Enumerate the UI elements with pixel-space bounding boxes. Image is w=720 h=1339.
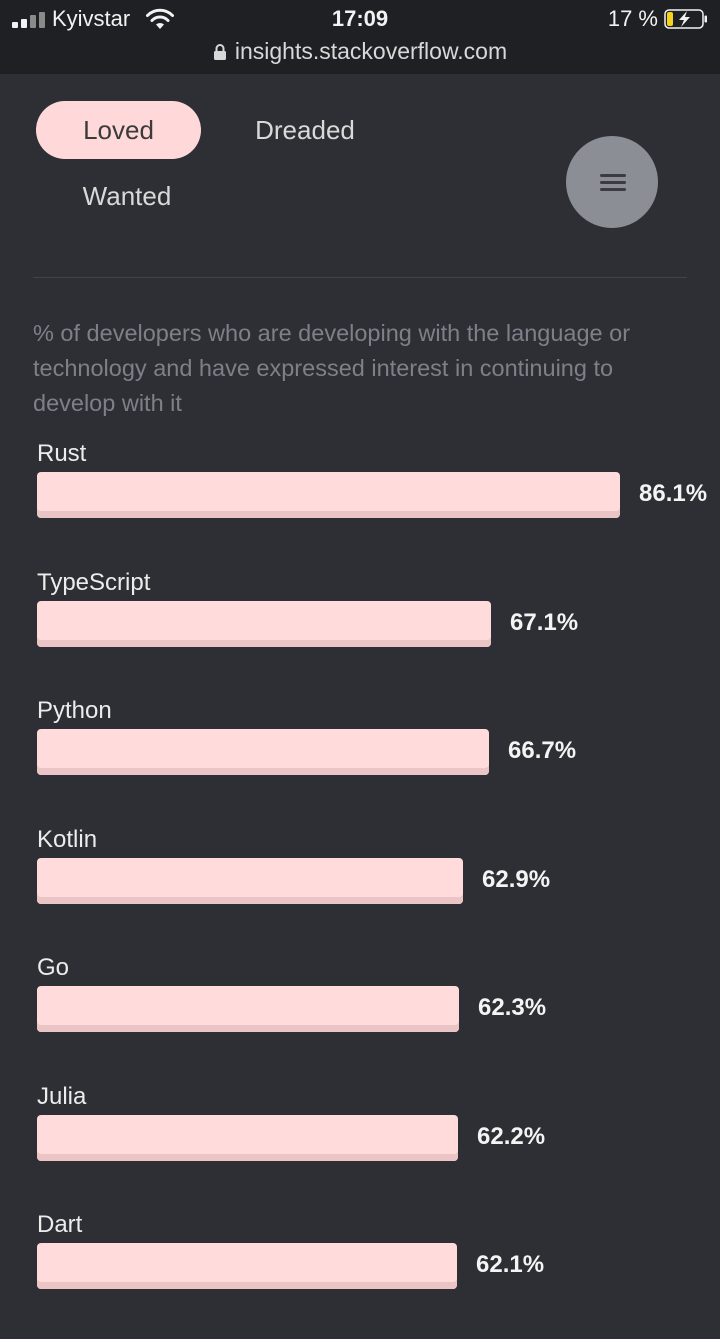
bar [37,472,620,518]
clock: 17:09 [331,6,389,31]
hamburger-icon [600,174,626,177]
battery-percent: 17 % [607,6,658,31]
bar [37,1114,458,1161]
tab-loved[interactable]: Loved [36,101,201,159]
chart-description: % of developers who are developing with … [33,320,631,416]
chart-row-python: Python 66.7% [0,697,720,825]
url-text: insights.stackoverflow.com [234,38,508,64]
data-label: 62.9% [482,865,551,893]
bar [37,600,491,647]
chart-row-typescript: TypeScript 67.1% [0,569,720,697]
data-label: 62.1% [476,1251,545,1278]
chart-row-rust: Rust 86.1% [0,440,720,568]
chart-row-julia: Julia 62.2% [0,1083,720,1211]
category-label: Kotlin [37,825,98,853]
category-label: TypeScript [37,568,151,596]
carrier-name: Kyivstar [52,6,131,31]
hamburger-icon-line [600,188,626,191]
category-label: Rust [37,440,87,467]
bar [37,1243,457,1289]
tab-wanted[interactable]: Wanted [82,181,172,211]
divider [33,277,687,278]
chart-row-kotlin: Kotlin 62.9% [0,826,720,954]
chart-row-dart: Dart 62.1% [0,1211,720,1339]
category-label: Python [37,697,112,724]
hamburger-icon-line [600,181,626,184]
lock-icon [213,44,226,60]
data-label: 66.7% [508,737,577,764]
data-label: 62.2% [477,1122,546,1150]
tab-dreaded[interactable]: Dreaded [255,115,355,145]
battery-charging-icon [664,9,707,29]
category-label: Dart [37,1211,83,1238]
chart-row-go: Go 62.3% [0,954,720,1082]
signal-icon [12,12,45,28]
wifi-icon [146,8,174,29]
bar [37,857,463,904]
menu-button[interactable] [566,136,658,228]
address-bar[interactable]: insights.stackoverflow.com [0,38,720,65]
bar [37,986,459,1032]
data-label: 86.1% [639,480,708,507]
data-label: 67.1% [510,608,579,636]
category-label: Go [37,954,70,981]
status-bar: Kyivstar 17:09 17 % insights.stackoverfl… [0,0,720,74]
data-label: 62.3% [478,994,547,1021]
bar [37,729,489,775]
category-label: Julia [37,1082,87,1110]
